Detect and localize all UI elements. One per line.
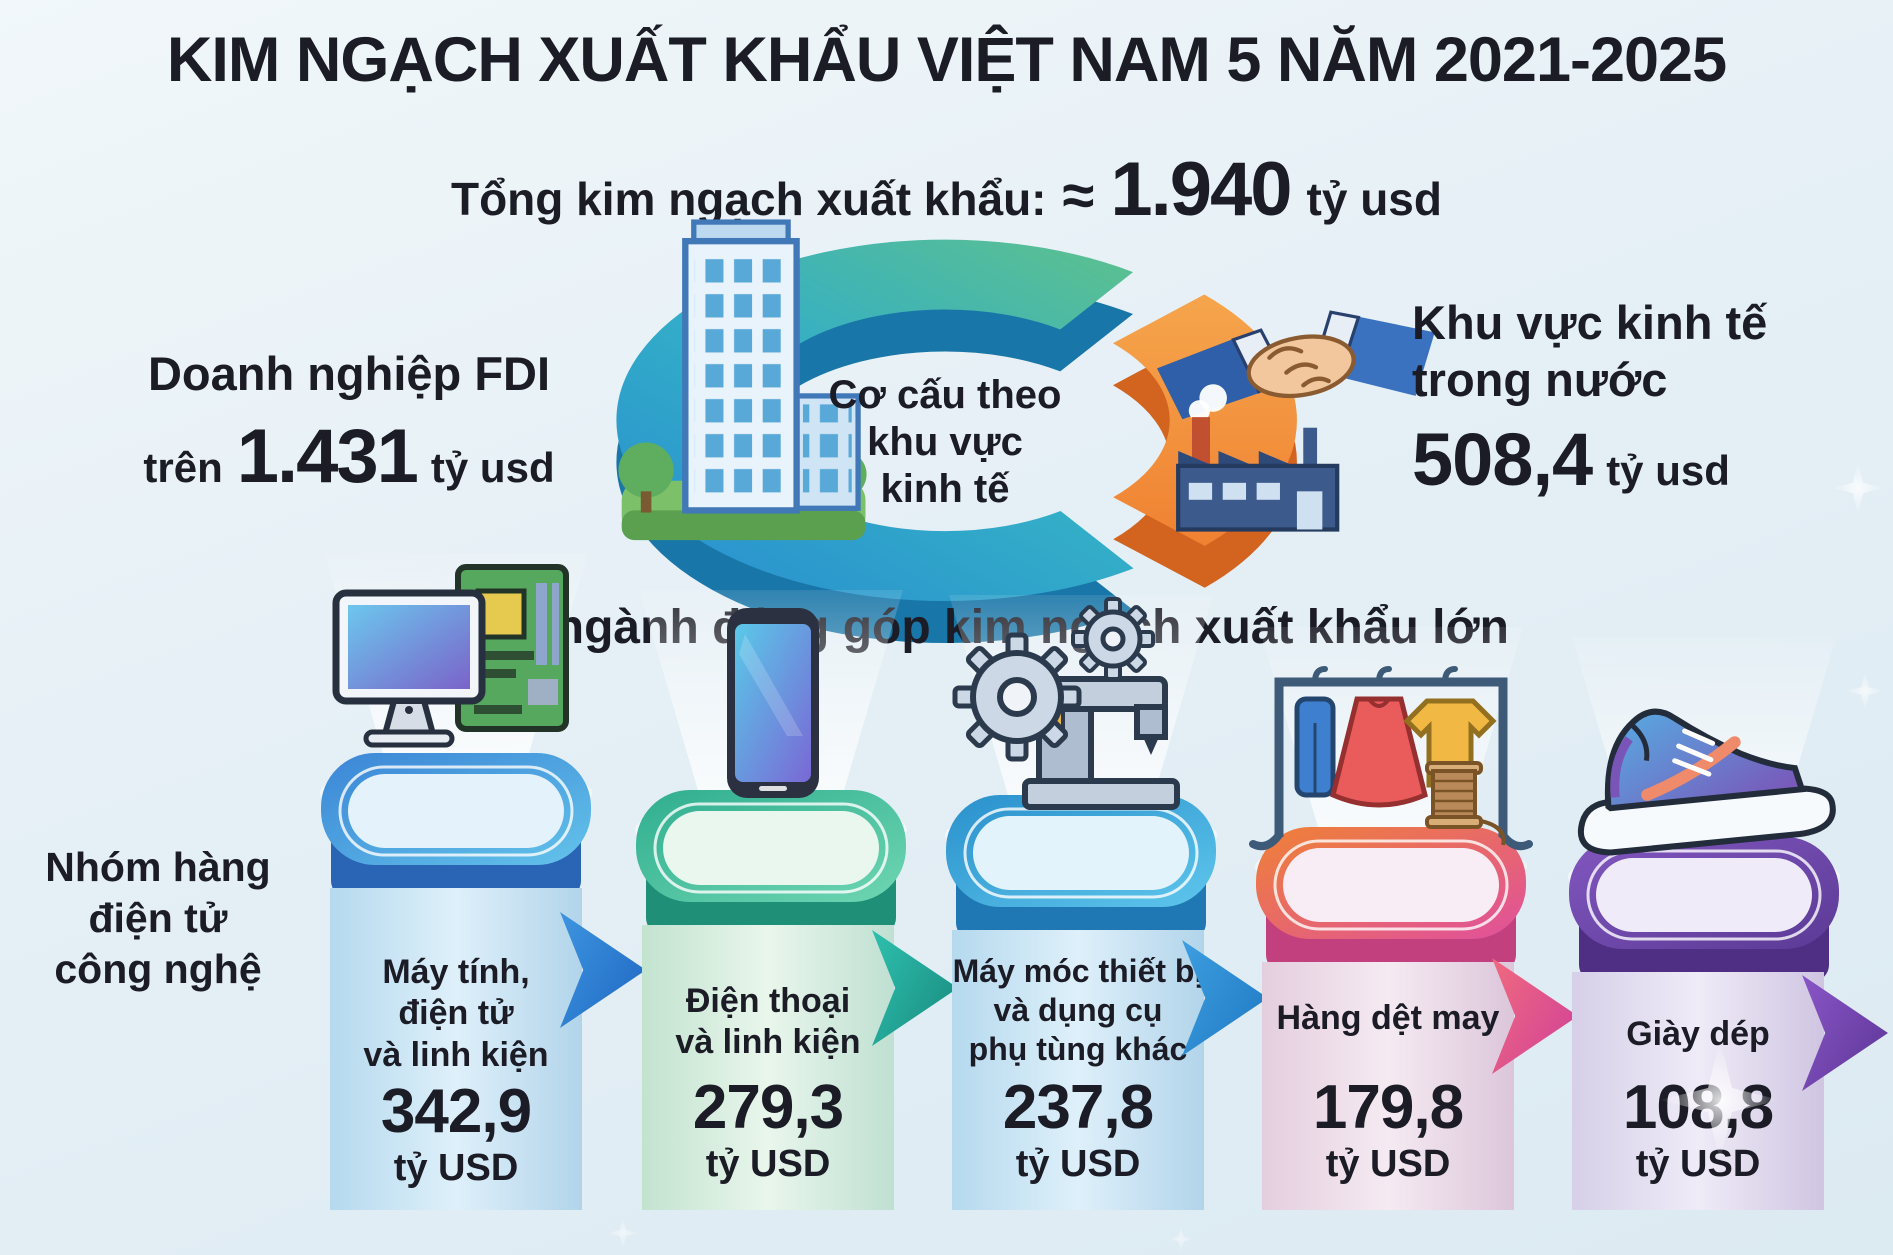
- domestic-callout: Khu vực kinh tế trong nước 508,4 tỷ usd: [1412, 294, 1882, 502]
- page-title: KIM NGẠCH XUẤT KHẨU VIỆT NAM 5 NĂM 2021-…: [166, 25, 1727, 95]
- sector-card-textiles: Hàng dệt may 179,8 tỷ USD: [1262, 962, 1514, 1210]
- computer-motherboard-icon: [332, 564, 569, 748]
- sector-card-computers: Máy tính, điện tử và linh kiện 342,9 tỷ …: [330, 888, 582, 1210]
- economic-sector-donut-chart: [616, 219, 1435, 644]
- sector-name: Hàng dệt may: [1276, 999, 1500, 1037]
- fdi-prefix: trên: [143, 444, 223, 491]
- donut-domestic-segment: [639, 239, 1297, 602]
- domestic-label: Khu vực kinh tế trong nước: [1412, 296, 1768, 407]
- fdi-label: Doanh nghiệp FDI: [147, 347, 551, 400]
- donut-fdi-segment: [616, 239, 1274, 602]
- sparkle-decoration: [608, 1218, 638, 1248]
- sector-unit: tỷ USD: [1015, 1143, 1141, 1185]
- textile-rack-icon: [1249, 666, 1533, 851]
- approx-symbol: ≈: [1062, 163, 1095, 228]
- sector-unit: tỷ USD: [1325, 1143, 1451, 1185]
- podium-footwear: [1568, 637, 1840, 981]
- total-export-value: 1.940: [1110, 147, 1292, 232]
- fdi-value: 1.431: [236, 414, 419, 499]
- domestic-value: 508,4: [1412, 417, 1593, 501]
- domestic-unit: tỷ usd: [1606, 446, 1730, 494]
- total-export-line: Tổng kim ngạch xuất khẩu: ≈ 1.940 tỷ usd: [0, 146, 1893, 233]
- podium-textiles: [1249, 627, 1533, 971]
- machinery-gears-icon: [952, 597, 1180, 810]
- sector-value: 179,8: [1312, 1073, 1464, 1142]
- smartphone-icon: [727, 608, 819, 798]
- podium-computer: [320, 553, 592, 897]
- sector-unit: tỷ USD: [393, 1147, 519, 1190]
- handshake-icon: [1157, 310, 1435, 420]
- sparkle-decoration: [1168, 1226, 1194, 1252]
- sector-value: 237,8: [1002, 1073, 1154, 1142]
- podium-machinery: [945, 595, 1217, 939]
- fdi-unit: tỷ usd: [430, 444, 555, 491]
- total-export-label: Tổng kim ngạch xuất khẩu:: [450, 173, 1047, 225]
- sector-name: Giày dép: [1626, 1015, 1770, 1053]
- sector-value: 342,9: [380, 1077, 532, 1147]
- sector-name: Máy móc thiết bị và dụng cụ phụ tùng khá…: [952, 953, 1204, 1068]
- electronics-group-label: Nhóm hàng điện tử công nghệ: [45, 844, 271, 992]
- sector-name: Điện thoại và linh kiện: [675, 982, 861, 1062]
- sector-value: 279,3: [692, 1073, 844, 1142]
- office-building-icon: [618, 219, 867, 541]
- sector-card-machinery: Máy móc thiết bị và dụng cụ phụ tùng khá…: [952, 930, 1204, 1210]
- sector-unit: tỷ USD: [1635, 1143, 1761, 1185]
- fdi-callout: Doanh nghiệp FDI trên 1.431 tỷ usd: [108, 346, 590, 500]
- sector-name: Máy tính, điện tử và linh kiện: [363, 953, 549, 1074]
- sneaker-icon: [1578, 708, 1836, 856]
- sector-card-phones: Điện thoại và linh kiện 279,3 tỷ USD: [642, 925, 894, 1210]
- donut-center-label: Cơ cấu theo khu vực kinh tế: [828, 373, 1062, 511]
- total-export-unit: tỷ usd: [1306, 173, 1442, 225]
- podium-phone: [635, 590, 907, 934]
- sector-unit: tỷ USD: [705, 1143, 831, 1185]
